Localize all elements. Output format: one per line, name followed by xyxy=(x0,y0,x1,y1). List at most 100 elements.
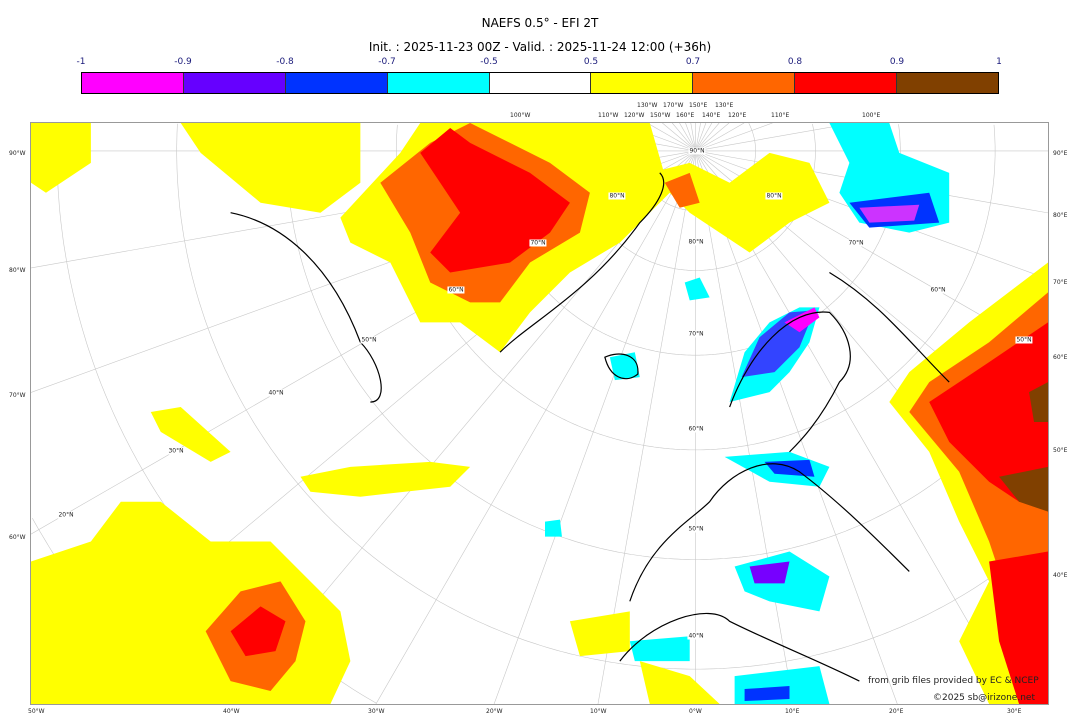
longitude-label: 130°E xyxy=(715,102,734,109)
efi-area-yellow xyxy=(31,501,351,704)
chart-subtitle: Init. : 2025-11-23 00Z - Valid. : 2025-1… xyxy=(368,40,712,54)
efi-area-orange xyxy=(664,172,700,208)
meridian-line xyxy=(695,123,713,152)
longitude-label: 150°W xyxy=(650,112,671,119)
colorbar-tick-label: -0.8 xyxy=(276,57,294,67)
latitude-label: 60°N xyxy=(447,286,465,294)
longitude-label: 50°E xyxy=(1053,447,1068,454)
efi-area-magenta xyxy=(859,204,920,223)
colorbar xyxy=(81,72,999,94)
meridian-line xyxy=(695,123,707,152)
latitude-label: 30°N xyxy=(167,447,185,455)
map: 90°N 80°N 70°N 60°N 50°N 40°N 30°N 20°N 80°N 70°N… xyxy=(30,122,1049,705)
meridian-line xyxy=(647,123,696,152)
latitude-label: 50°N xyxy=(360,336,378,344)
meridian-line xyxy=(695,123,720,152)
longitude-label: 40°W xyxy=(223,708,240,715)
efi-area-magenta xyxy=(749,561,790,584)
colorbar-tick-label: -0.7 xyxy=(378,57,396,67)
meridian-line xyxy=(597,150,696,704)
efi-area-yellow xyxy=(569,611,630,657)
longitude-label: 90°W xyxy=(9,150,26,157)
longitude-label: 30°E xyxy=(1007,708,1022,715)
longitude-label: 120°E xyxy=(728,112,747,119)
meridian-line xyxy=(375,150,696,704)
latitude-label: 70°N xyxy=(529,239,547,247)
efi-area-cyan xyxy=(544,519,562,537)
latitude-label: 80°N xyxy=(608,192,626,200)
efi-area-cyan xyxy=(684,277,710,301)
longitude-label: 30°W xyxy=(368,708,385,715)
chart-title: NAEFS 0.5° - EFI 2T xyxy=(481,16,599,30)
longitude-label: 70°W xyxy=(9,392,26,399)
latitude-label: 40°N xyxy=(687,632,705,640)
colorbar-tick-label: 0.7 xyxy=(685,57,701,67)
longitude-label: 60°W xyxy=(9,534,26,541)
meridian-line xyxy=(685,123,696,152)
colorbar-tick-label: -1 xyxy=(76,57,86,67)
longitude-label: 10°E xyxy=(785,708,800,715)
meridian-line xyxy=(695,123,855,152)
efi-area-red xyxy=(929,322,1048,502)
longitude-label: 130°W xyxy=(637,102,658,109)
longitude-label: 100°E xyxy=(862,112,881,119)
meridian-line xyxy=(493,150,696,704)
longitude-label: 90°E xyxy=(1053,150,1068,157)
latitude-label: 40°N xyxy=(267,389,285,397)
colorbar-tick-label: 0.5 xyxy=(583,57,599,67)
efi-area-yellow xyxy=(180,123,361,213)
colorbar-tick-label: 0.9 xyxy=(889,57,905,67)
longitude-label: 170°W xyxy=(663,102,684,109)
longitude-label: 10°W xyxy=(590,708,607,715)
colorbar-segment xyxy=(795,73,898,93)
latitude-label: 70°N xyxy=(687,330,705,338)
coastlines xyxy=(230,172,950,682)
meridian-line xyxy=(695,150,794,704)
efi-area-yellow xyxy=(150,407,231,462)
colorbar-tick-label: -0.9 xyxy=(174,57,192,67)
meridian-line xyxy=(662,123,696,152)
meridian-line xyxy=(679,123,696,152)
source-credit: from grib files provided by EC & NCEP xyxy=(868,676,1039,686)
meridian-line xyxy=(695,123,701,151)
longitude-label: 0°W xyxy=(689,708,702,715)
latitude-label: 60°N xyxy=(687,425,705,433)
efi-area-red xyxy=(230,606,286,657)
latitude-label: 50°N xyxy=(1015,336,1033,344)
map-svg xyxy=(31,123,1048,704)
meridian-line xyxy=(695,123,745,152)
efi-area-red xyxy=(989,551,1048,704)
colorbar-tick-label: 0.8 xyxy=(787,57,803,67)
latitude-label: 90°N xyxy=(688,147,706,155)
latitude-circle xyxy=(993,124,996,151)
latitude-label: 80°N xyxy=(687,238,705,246)
efi-area-blue xyxy=(744,686,790,702)
colorbar-segment xyxy=(897,73,999,93)
latitude-label: 70°N xyxy=(847,239,865,247)
copyright: ©2025 sb@irizone.net xyxy=(933,693,1035,703)
colorbar-segment xyxy=(693,73,796,93)
longitude-label: 120°W xyxy=(624,112,645,119)
colorbar-segment xyxy=(82,73,184,93)
longitude-label: 110°E xyxy=(771,112,790,119)
longitude-label: 80°E xyxy=(1053,212,1068,219)
longitude-label: 140°E xyxy=(702,112,721,119)
efi-area-yellow xyxy=(300,461,471,497)
colorbar-segment xyxy=(183,73,286,93)
colorbar-tick-label: -0.5 xyxy=(480,57,498,67)
efi-area-yellow xyxy=(639,661,720,704)
longitude-label: 150°E xyxy=(689,102,708,109)
latitude-circle xyxy=(748,123,756,151)
longitude-label: 20°W xyxy=(486,708,503,715)
efi-area-cyan xyxy=(629,636,690,662)
longitude-label: 100°W xyxy=(510,112,531,119)
latitude-label: 60°N xyxy=(929,286,947,294)
latitude-label: 20°N xyxy=(57,511,75,519)
longitude-label: 40°E xyxy=(1053,572,1068,579)
longitude-label: 50°W xyxy=(28,708,45,715)
colorbar-segment xyxy=(285,73,388,93)
efi-area-yellow xyxy=(649,152,830,253)
longitude-label: 160°E xyxy=(676,112,695,119)
colorbar-tick-label: 1 xyxy=(996,57,1002,67)
latitude-circle xyxy=(898,124,901,151)
